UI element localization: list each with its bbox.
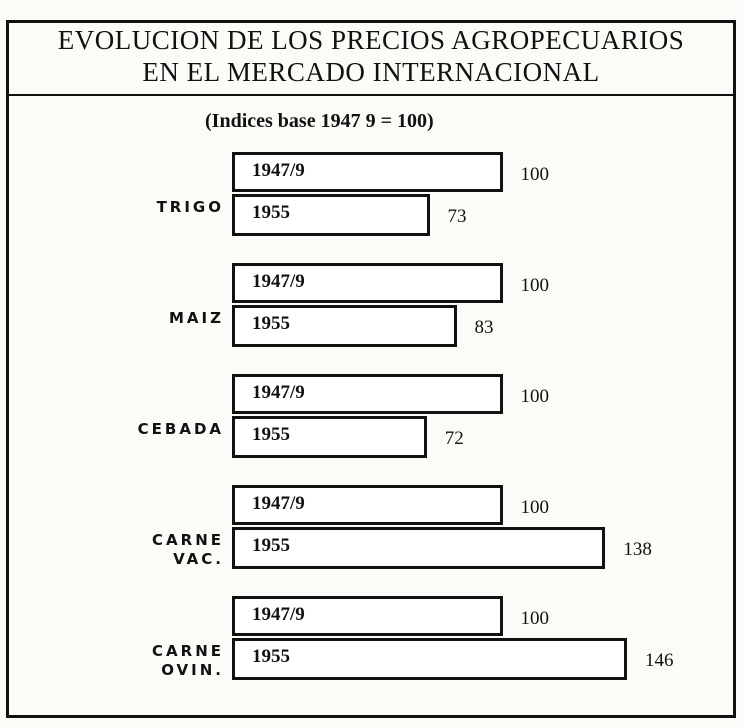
series-label: 1947/9 [252, 382, 305, 404]
series-label: 1955 [252, 646, 290, 668]
bar [232, 638, 627, 680]
series-label: 1947/9 [252, 271, 305, 293]
value-label: 138 [623, 539, 652, 561]
category-label: CARNE OVIN. [24, 642, 224, 680]
series-label: 1955 [252, 202, 290, 224]
series-label: 1955 [252, 313, 290, 335]
series-label: 1947/9 [252, 160, 305, 182]
chart-subtitle: (Indices base 1947 9 = 100) [205, 110, 434, 133]
series-label: 1947/9 [252, 493, 305, 515]
series-label: 1955 [252, 535, 290, 557]
value-label: 73 [448, 206, 467, 228]
page: EVOLUCION DE LOS PRECIOS AGROPECUARIOS E… [0, 0, 744, 727]
category-label: MAIZ [24, 309, 224, 328]
title-rule [6, 94, 736, 96]
category-label: CARNE VAC. [24, 531, 224, 569]
value-label: 100 [521, 386, 550, 408]
value-label: 100 [521, 497, 550, 519]
chart-title: EVOLUCION DE LOS PRECIOS AGROPECUARIOS E… [6, 24, 736, 88]
value-label: 100 [521, 275, 550, 297]
value-label: 72 [445, 428, 464, 450]
series-label: 1947/9 [252, 604, 305, 626]
category-label: CEBADA [24, 420, 224, 439]
value-label: 146 [645, 650, 674, 672]
category-label: TRIGO [24, 198, 224, 217]
value-label: 83 [475, 317, 494, 339]
value-label: 100 [521, 608, 550, 630]
value-label: 100 [521, 164, 550, 186]
series-label: 1955 [252, 424, 290, 446]
